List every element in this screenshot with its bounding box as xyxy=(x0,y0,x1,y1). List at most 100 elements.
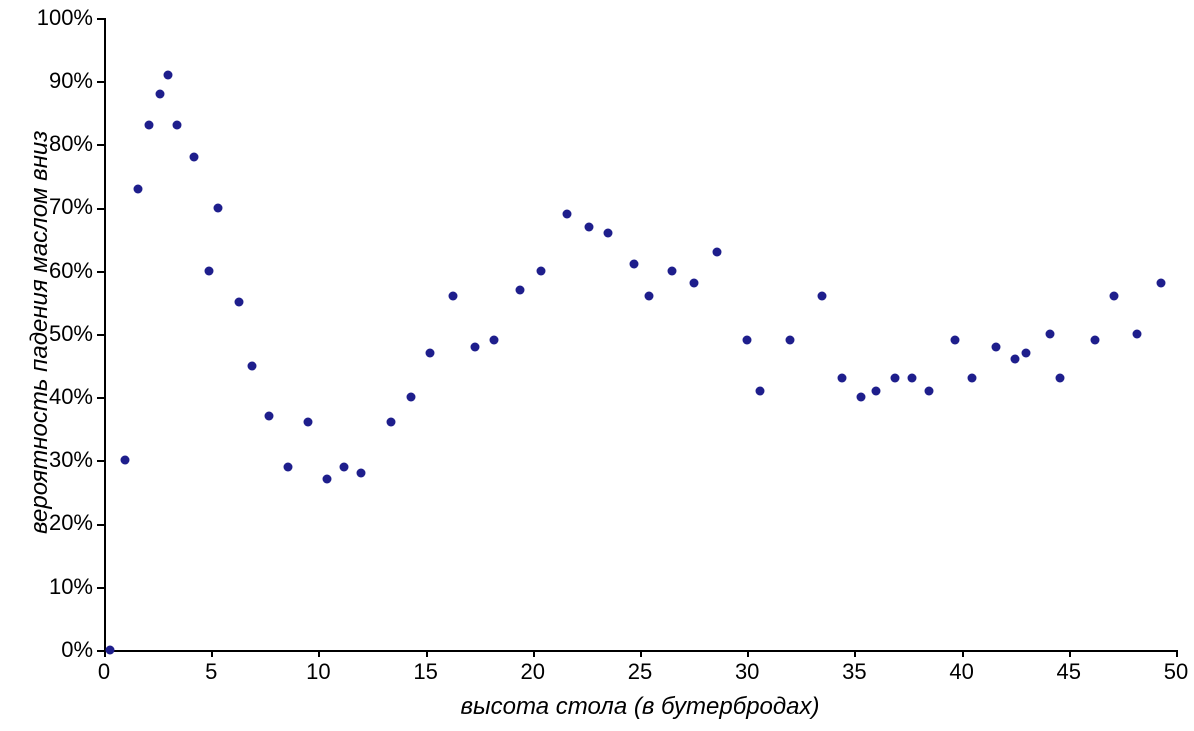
x-tick-label: 35 xyxy=(842,659,866,685)
y-tick xyxy=(97,334,104,336)
data-point xyxy=(303,418,312,427)
data-point xyxy=(991,342,1000,351)
data-point xyxy=(406,393,415,402)
data-point xyxy=(743,336,752,345)
x-tick-label: 5 xyxy=(205,659,217,685)
x-tick-label: 20 xyxy=(521,659,545,685)
data-point xyxy=(713,247,722,256)
data-point xyxy=(563,209,572,218)
y-tick-label: 100% xyxy=(37,5,93,31)
data-point xyxy=(106,646,115,655)
x-tick-label: 40 xyxy=(949,659,973,685)
data-point xyxy=(756,386,765,395)
y-tick-label: 70% xyxy=(49,194,93,220)
data-point xyxy=(515,285,524,294)
y-tick-label: 10% xyxy=(49,574,93,600)
data-point xyxy=(1011,355,1020,364)
x-tick-label: 25 xyxy=(628,659,652,685)
y-tick-label: 20% xyxy=(49,510,93,536)
x-tick xyxy=(318,650,320,657)
x-tick xyxy=(640,650,642,657)
x-tick xyxy=(533,650,535,657)
x-tick-label: 15 xyxy=(413,659,437,685)
y-axis-line xyxy=(104,18,106,650)
data-point xyxy=(235,298,244,307)
data-point xyxy=(925,386,934,395)
y-tick xyxy=(97,208,104,210)
x-tick xyxy=(211,650,213,657)
data-point xyxy=(629,260,638,269)
x-tick xyxy=(1069,650,1071,657)
data-point xyxy=(145,121,154,130)
data-point xyxy=(247,361,256,370)
data-point xyxy=(951,336,960,345)
data-point xyxy=(172,121,181,130)
x-tick-label: 50 xyxy=(1164,659,1188,685)
y-tick-label: 90% xyxy=(49,68,93,94)
data-point xyxy=(425,348,434,357)
data-point xyxy=(265,412,274,421)
x-tick xyxy=(854,650,856,657)
y-tick xyxy=(97,271,104,273)
data-point xyxy=(449,292,458,301)
data-point xyxy=(190,153,199,162)
y-tick xyxy=(97,397,104,399)
data-point xyxy=(1109,292,1118,301)
data-point xyxy=(644,292,653,301)
data-point xyxy=(213,203,222,212)
data-point xyxy=(284,462,293,471)
y-tick-label: 60% xyxy=(49,258,93,284)
data-point xyxy=(387,418,396,427)
data-point xyxy=(1045,330,1054,339)
x-axis-title: высота стола (в бутербродах) xyxy=(460,693,819,721)
data-point xyxy=(856,393,865,402)
data-point xyxy=(134,184,143,193)
x-tick xyxy=(426,650,428,657)
data-point xyxy=(968,374,977,383)
x-tick xyxy=(962,650,964,657)
data-point xyxy=(121,456,130,465)
data-point xyxy=(837,374,846,383)
data-point xyxy=(1156,279,1165,288)
data-point xyxy=(689,279,698,288)
data-point xyxy=(668,266,677,275)
y-tick xyxy=(97,524,104,526)
data-point xyxy=(891,374,900,383)
x-tick-label: 10 xyxy=(306,659,330,685)
y-tick-label: 0% xyxy=(61,637,93,663)
y-tick xyxy=(97,18,104,20)
x-tick-label: 30 xyxy=(735,659,759,685)
data-point xyxy=(1021,348,1030,357)
data-point xyxy=(871,386,880,395)
data-point xyxy=(164,70,173,79)
data-point xyxy=(470,342,479,351)
data-point xyxy=(340,462,349,471)
data-point xyxy=(205,266,214,275)
data-point xyxy=(818,292,827,301)
data-point xyxy=(537,266,546,275)
data-point xyxy=(1133,330,1142,339)
y-tick-label: 80% xyxy=(49,131,93,157)
data-point xyxy=(603,228,612,237)
y-tick xyxy=(97,650,104,652)
data-point xyxy=(1056,374,1065,383)
y-tick xyxy=(97,81,104,83)
data-point xyxy=(584,222,593,231)
y-tick xyxy=(97,460,104,462)
y-tick-label: 30% xyxy=(49,447,93,473)
scatter-chart: вероятность падения маслом вниз высота с… xyxy=(0,0,1194,731)
data-point xyxy=(908,374,917,383)
data-point xyxy=(490,336,499,345)
data-point xyxy=(155,89,164,98)
x-tick xyxy=(747,650,749,657)
data-point xyxy=(357,469,366,478)
data-point xyxy=(1090,336,1099,345)
x-tick xyxy=(1176,650,1178,657)
x-tick-label: 0 xyxy=(98,659,110,685)
x-tick-label: 45 xyxy=(1057,659,1081,685)
plot-area xyxy=(104,18,1176,650)
data-point xyxy=(786,336,795,345)
y-tick xyxy=(97,587,104,589)
data-point xyxy=(322,475,331,484)
y-tick-label: 50% xyxy=(49,321,93,347)
